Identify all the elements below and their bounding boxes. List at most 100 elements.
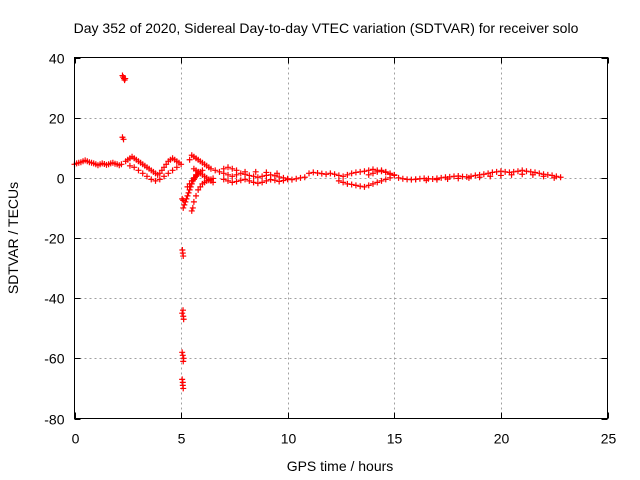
data-point: [395, 174, 402, 181]
data-point: [374, 168, 381, 175]
data-point: [382, 176, 389, 183]
data-point: [179, 352, 186, 359]
data-point: [357, 168, 364, 175]
data-point: [163, 161, 170, 168]
data-point: [135, 167, 142, 174]
data-point: [158, 167, 165, 174]
data-point: [514, 168, 521, 175]
data-point: [382, 168, 389, 175]
data-point: [179, 247, 186, 254]
data-point: [331, 171, 338, 178]
axis-ticks: [74, 57, 609, 420]
data-point: [551, 174, 558, 181]
data-point: [156, 170, 163, 177]
data-point: [220, 165, 227, 172]
data-point: [344, 171, 351, 178]
data-point: [487, 173, 494, 180]
data-point: [250, 173, 257, 180]
data-point: [318, 170, 325, 177]
data-point: [254, 180, 261, 187]
data-point: [476, 174, 483, 181]
data-point: [374, 179, 381, 186]
y-tick-label: 20: [49, 111, 65, 127]
data-point: [242, 176, 249, 183]
data-point: [183, 195, 190, 202]
y-tick-label: -80: [44, 412, 64, 428]
data-point: [284, 176, 291, 183]
data-point: [497, 172, 504, 179]
data-point: [195, 186, 202, 193]
data-point: [188, 207, 195, 214]
data-point: [263, 169, 270, 176]
data-point: [557, 174, 564, 181]
data-point: [280, 177, 287, 184]
data-point: [220, 176, 227, 183]
data-point: [179, 376, 186, 383]
y-axis-label: SDTVAR / TECUs: [5, 182, 21, 294]
data-point: [184, 183, 191, 190]
data-point: [229, 179, 236, 186]
data-point: [429, 176, 436, 183]
data-point: [156, 176, 163, 183]
data-point: [276, 178, 283, 185]
data-point: [378, 167, 385, 174]
data-point: [365, 182, 372, 189]
data-point: [225, 177, 232, 184]
data-point: [178, 161, 185, 168]
data-point: [161, 173, 168, 180]
data-point: [185, 189, 192, 196]
data-point: [188, 177, 195, 184]
data-point: [237, 177, 244, 184]
data-point: [179, 349, 186, 356]
data-point: [118, 161, 125, 168]
data-point: [365, 171, 372, 178]
data-point: [180, 307, 187, 314]
data-point: [252, 168, 259, 175]
data-point: [254, 174, 261, 181]
x-tick-label: 15: [387, 431, 403, 447]
data-point: [335, 172, 342, 179]
data-point: [472, 172, 479, 179]
data-point: [190, 174, 197, 181]
data-point: [180, 204, 187, 211]
y-tick-label: -60: [44, 351, 64, 367]
data-point: [186, 186, 193, 193]
data-point: [179, 310, 186, 317]
data-point: [180, 316, 187, 323]
data-point: [180, 253, 187, 260]
data-point: [152, 177, 159, 184]
data-point: [274, 170, 281, 177]
data-point: [455, 175, 462, 182]
data-point: [165, 170, 172, 177]
data-point: [489, 169, 496, 176]
data-point: [195, 168, 202, 175]
data-point: [181, 201, 188, 208]
data-point: [179, 382, 186, 389]
data-point: [544, 171, 551, 178]
data-point: [510, 168, 517, 175]
data-point: [357, 183, 364, 190]
x-tick-label: 25: [601, 431, 617, 447]
data-point: [306, 170, 313, 177]
data-point: [361, 168, 368, 175]
y-tick-labels: -80 -60 -40 -20 0 20 40: [44, 51, 64, 428]
data-point: [225, 164, 232, 171]
data-point: [229, 173, 236, 180]
x-tick-label: 20: [494, 431, 510, 447]
data-point: [267, 176, 274, 183]
data-point: [122, 75, 129, 82]
data-point: [323, 171, 330, 178]
data-point: [444, 176, 451, 183]
data-point: [327, 170, 334, 177]
data-point: [348, 170, 355, 177]
data-point: [237, 170, 244, 177]
data-point: [233, 178, 240, 185]
x-tick-label: 0: [72, 431, 80, 447]
grid: [74, 57, 608, 419]
data-point: [212, 167, 219, 174]
data-point: [126, 162, 133, 169]
data-point: [148, 176, 155, 183]
data-point: [193, 171, 200, 178]
data-point: [246, 172, 253, 179]
